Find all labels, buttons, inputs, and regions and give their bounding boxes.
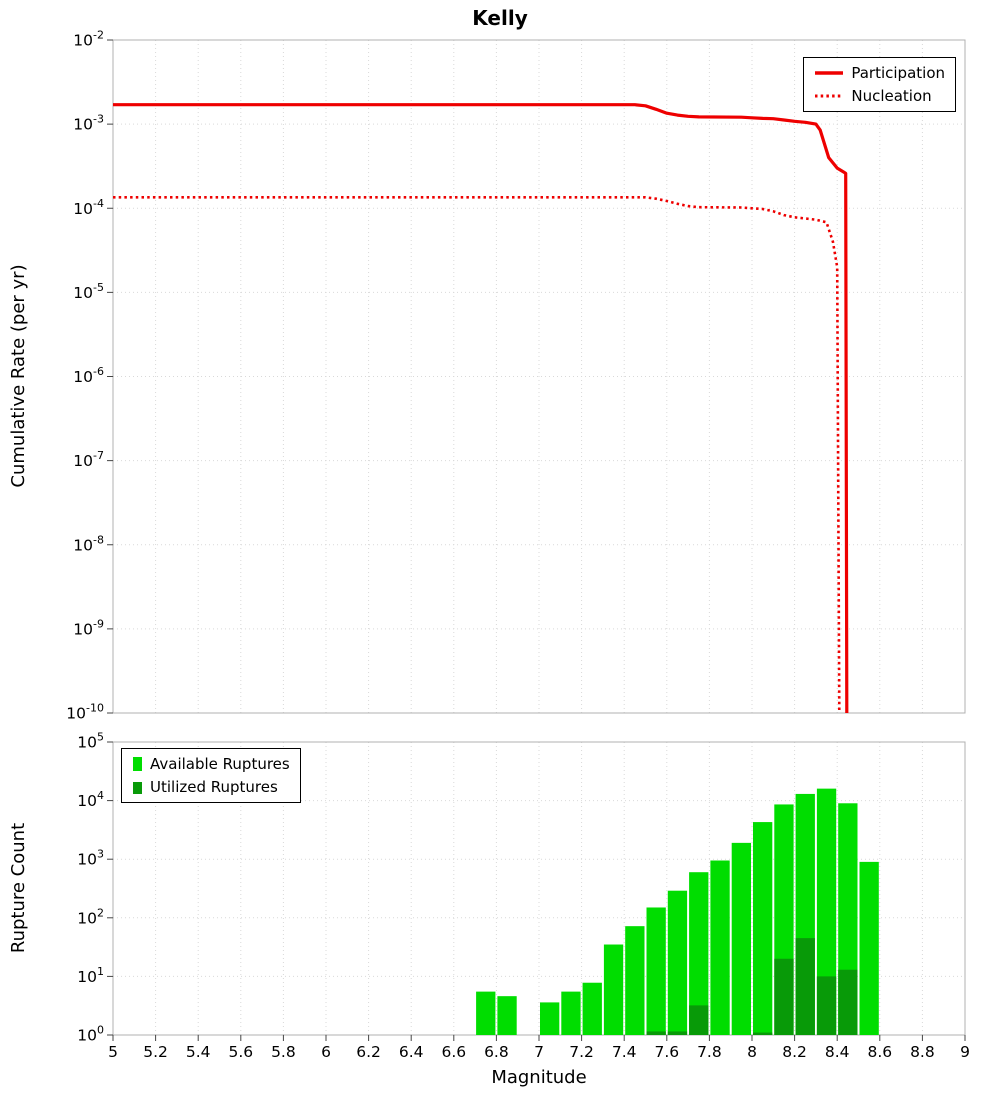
x-tick-label: 5	[108, 1043, 118, 1061]
y-tick-label: 10-2	[73, 29, 104, 50]
utilized-ruptures-bar	[838, 969, 858, 1035]
x-tick-label: 6	[321, 1043, 331, 1061]
available-ruptures-bar	[816, 788, 837, 1035]
y-tick-label: 102	[77, 906, 104, 927]
utilized-ruptures-bar	[774, 958, 794, 1035]
y-tick-label: 10-3	[73, 113, 104, 134]
y-tick-label: 100	[77, 1024, 104, 1045]
legend-row-utilized: Utilized Ruptures	[132, 778, 290, 796]
cumulative-rate-plot: 10-2 10-3 10-4 10-5 10-6 10-7 10-8 10-9 10-10	[66, 29, 966, 723]
y-tick-label: 10-7	[73, 449, 104, 470]
available-ruptures-bar	[582, 982, 602, 1035]
y-tick-label: 10-9	[73, 617, 104, 638]
x-tick-label: 7.4	[612, 1043, 637, 1061]
x-tick-label: 7.8	[697, 1043, 722, 1061]
legend-row-available: Available Ruptures	[132, 755, 290, 773]
utilized-ruptures-bar	[753, 1032, 773, 1035]
utilized-ruptures-swatch	[133, 782, 142, 794]
available-ruptures-bar	[753, 822, 773, 1035]
x-tick-label: 7	[534, 1043, 544, 1061]
available-ruptures-bar	[689, 872, 709, 1035]
y-tick-label: 103	[77, 848, 104, 869]
nucleation-line	[113, 196, 841, 714]
available-ruptures-bar	[540, 1002, 560, 1035]
utilized-ruptures-bar	[646, 1031, 666, 1035]
legend-label-utilized: Utilized Ruptures	[150, 778, 278, 796]
chart-title: Kelly	[472, 6, 527, 30]
x-tick-label: 5.8	[271, 1043, 296, 1061]
participation-line-swatch	[815, 71, 844, 75]
rupture-legend: Available Ruptures Utilized Ruptures	[121, 748, 301, 803]
utilized-ruptures-bar	[689, 1005, 709, 1035]
available-ruptures-bar	[561, 991, 581, 1035]
available-ruptures-bar	[476, 991, 496, 1035]
x-tick-label: 5.4	[186, 1043, 211, 1061]
legend-label-participation: Participation	[851, 64, 945, 82]
rupture-count-plot: 100 101 102 103 104 105 5 5.2 5.4 5.6 5.8 6 6.2 6.4 6.…	[77, 731, 970, 1062]
x-tick-label: 6.4	[399, 1043, 424, 1061]
y-tick-label: 10-10	[66, 702, 104, 723]
x-tick-label: 8.8	[910, 1043, 935, 1061]
x-tick-label: 8.4	[825, 1043, 850, 1061]
x-tick-label: 5.2	[143, 1043, 168, 1061]
top-y-axis-label: Cumulative Rate (per yr)	[8, 264, 29, 487]
x-tick-label: 6.8	[484, 1043, 509, 1061]
available-ruptures-bar	[603, 944, 624, 1035]
x-tick-label: 6.6	[441, 1043, 466, 1061]
legend-label-available: Available Ruptures	[150, 755, 290, 773]
available-ruptures-bar	[710, 860, 730, 1035]
available-ruptures-bar	[667, 890, 688, 1035]
utilized-ruptures-bar	[667, 1031, 688, 1035]
x-tick-label: 8	[747, 1043, 757, 1061]
green-bar-icon	[133, 757, 142, 771]
y-tick-label: 10-6	[73, 365, 104, 386]
x-tick-label: 6.2	[356, 1043, 381, 1061]
available-ruptures-bar	[625, 926, 645, 1035]
legend-label-nucleation: Nucleation	[851, 87, 932, 105]
y-tick-label: 10-5	[73, 281, 104, 302]
x-tick-label: 7.6	[654, 1043, 679, 1061]
utilized-ruptures-bar	[816, 976, 837, 1035]
rate-legend: Participation Nucleation	[803, 57, 956, 112]
y-tick-label: 105	[77, 731, 104, 752]
y-tick-label: 10-8	[73, 533, 104, 554]
legend-row-participation: Participation	[814, 64, 945, 82]
y-tick-label: 101	[77, 965, 104, 986]
x-tick-label: 9	[960, 1043, 970, 1061]
x-tick-label: 5.6	[228, 1043, 253, 1061]
available-ruptures-bar	[497, 996, 517, 1035]
nucleation-line-swatch	[815, 94, 844, 98]
utilized-ruptures-bar	[795, 938, 815, 1035]
participation-line	[113, 103, 849, 714]
x-tick-label: 8.6	[867, 1043, 892, 1061]
dark-green-bar-icon	[133, 782, 142, 794]
available-ruptures-bar	[859, 861, 879, 1035]
x-axis-label: Magnitude	[491, 1067, 586, 1088]
bottom-y-axis-label: Rupture Count	[8, 823, 29, 953]
available-ruptures-bar	[731, 842, 751, 1035]
x-tick-label: 7.2	[569, 1043, 594, 1061]
y-tick-label: 104	[77, 789, 104, 810]
x-tick-label: 8.2	[782, 1043, 807, 1061]
available-ruptures-bar	[646, 907, 666, 1035]
legend-row-nucleation: Nucleation	[814, 87, 945, 105]
available-ruptures-swatch	[133, 757, 142, 771]
y-tick-label: 10-4	[73, 197, 104, 218]
